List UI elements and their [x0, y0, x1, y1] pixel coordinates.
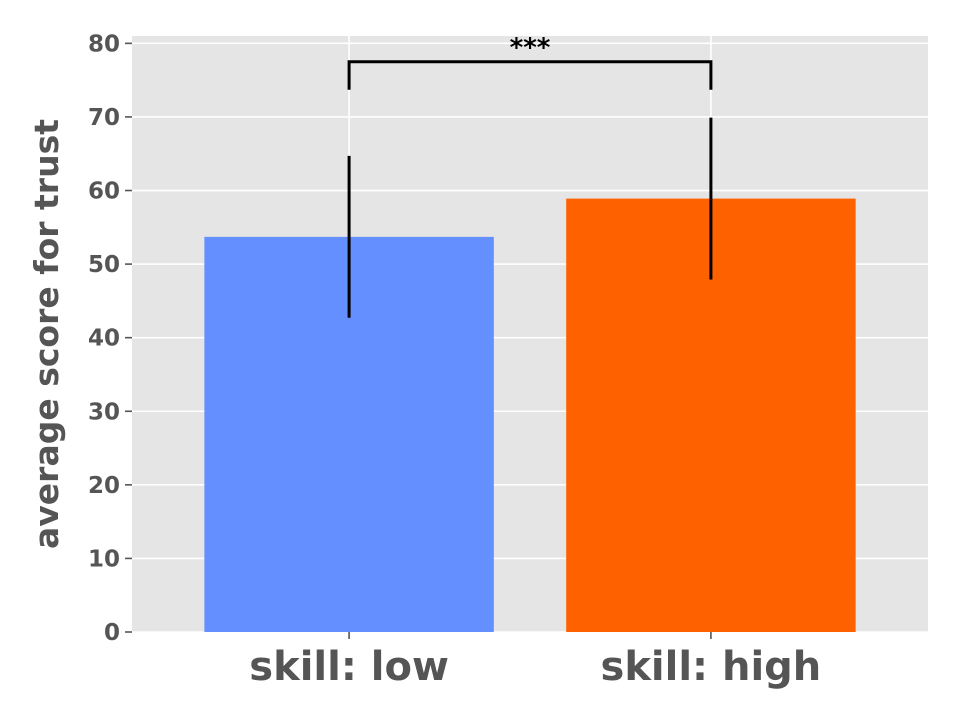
- y-tick-label: 60: [88, 179, 120, 205]
- error-bars: [347, 117, 713, 318]
- y-tick-label: 0: [104, 620, 120, 646]
- y-tick-label: 70: [88, 105, 120, 131]
- significance-bracket: ***: [347, 33, 713, 90]
- y-tick-label: 50: [88, 252, 120, 278]
- significance-label: ***: [510, 33, 551, 63]
- y-tick-label: 40: [88, 326, 120, 352]
- y-tick-label: 10: [88, 546, 120, 572]
- y-tick-label: 80: [88, 31, 120, 57]
- y-axis-title: average score for trust: [27, 119, 66, 549]
- y-tick-label: 20: [88, 473, 120, 499]
- x-tick-label: skill: high: [601, 644, 822, 690]
- x-axis: skill: low skill: high: [249, 632, 821, 690]
- y-tick-label: 30: [88, 399, 120, 425]
- x-tick-label: skill: low: [249, 644, 449, 690]
- y-axis: 0 10 20 30 40 50 60 70 80: [88, 31, 132, 646]
- bracket-line: [347, 60, 713, 90]
